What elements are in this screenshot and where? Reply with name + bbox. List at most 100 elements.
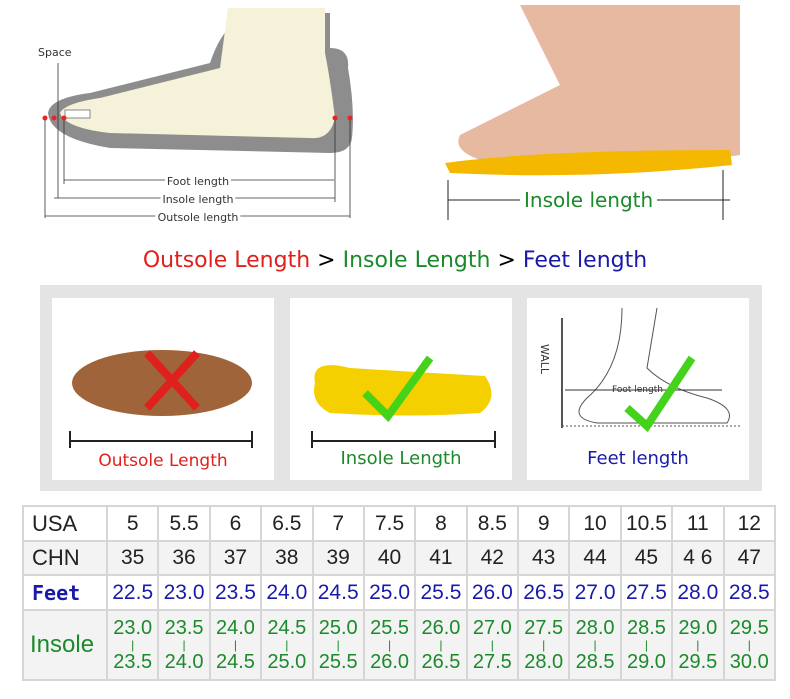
- insole-min: 28.0: [575, 617, 615, 639]
- table-cell: 5.5: [157, 505, 211, 542]
- insole-range-cell: 28.0 | 28.5: [568, 609, 622, 681]
- insole-min: 23.0: [113, 617, 153, 639]
- range-divider: |: [285, 638, 289, 652]
- insole-max: 27.5: [472, 651, 512, 673]
- table-cell: 6: [208, 505, 263, 542]
- insole-max: 25.5: [318, 651, 358, 673]
- shoe-sole-illustration: [69, 350, 253, 451]
- range-divider: |: [388, 638, 392, 652]
- table-cell: 26.5: [516, 574, 571, 611]
- insole-min: 23.5: [164, 617, 204, 639]
- table-cell: 24.0: [260, 574, 314, 611]
- table-cell: 23.0: [157, 574, 211, 611]
- outsole-length-label: Outsole length: [158, 211, 239, 224]
- shoe-cross-section-diagram: Space Foot length Insole length Outsole …: [38, 8, 353, 227]
- insole-max: 24.0: [164, 651, 204, 673]
- row-chn: CHN 35 36 37 38 39 40 41 42 43 44 45 4 6 47: [22, 540, 776, 576]
- table-cell: 9: [516, 505, 571, 542]
- insole-min: 24.5: [267, 617, 307, 639]
- table-cell: 39: [311, 540, 365, 576]
- row-header: CHN: [22, 540, 108, 576]
- table-cell: 28.0: [671, 574, 725, 611]
- table-cell: 28.5: [722, 574, 776, 611]
- table-cell: 4 6: [671, 540, 725, 576]
- row-header: Feet: [22, 574, 108, 611]
- table-cell: 36: [157, 540, 211, 576]
- insole-max: 28.0: [524, 651, 564, 673]
- insole-length-text: Insole Length: [342, 248, 491, 273]
- panel-feet: WALL Foot length Feet length: [527, 298, 749, 480]
- insole-range-cell: 29.0 | 29.5: [671, 609, 725, 681]
- insole-min: 27.5: [524, 617, 564, 639]
- table-cell: 40: [362, 540, 417, 576]
- insole-min: 27.0: [472, 617, 512, 639]
- insole-min: 29.0: [678, 617, 718, 639]
- table-cell: 10.5: [619, 505, 674, 542]
- insole-max: 28.5: [575, 651, 615, 673]
- table-cell: 42: [465, 540, 520, 576]
- range-divider: |: [747, 638, 751, 652]
- panel-label: Feet length: [587, 448, 689, 469]
- range-divider: |: [439, 638, 443, 652]
- insole-max: 30.0: [729, 651, 769, 673]
- insole-range-cell: 24.0 | 24.5: [208, 609, 263, 681]
- table-cell: 6.5: [260, 505, 314, 542]
- insole-min: 29.5: [729, 617, 769, 639]
- insole-min: 24.0: [215, 617, 255, 639]
- insole-max: 24.5: [215, 651, 255, 673]
- table-cell: 11: [671, 505, 725, 542]
- table-cell: 23.5: [208, 574, 263, 611]
- table-cell: 12: [722, 505, 776, 542]
- range-divider: |: [336, 638, 340, 652]
- outsole-length-text: Outsole Length: [142, 248, 311, 273]
- table-cell: 25.5: [414, 574, 468, 611]
- table-cell: 41: [414, 540, 468, 576]
- table-cell: 47: [722, 540, 776, 576]
- table-cell: 7: [311, 505, 365, 542]
- row-header: USA: [22, 505, 108, 542]
- feet-length-text: Feet length: [522, 248, 648, 273]
- space-label: Space: [38, 46, 72, 59]
- foot-against-wall-illustration: WALL Foot length: [538, 307, 742, 433]
- insole-range-cell: 23.0 | 23.5: [105, 609, 160, 681]
- foot-length-label: Foot length: [167, 175, 229, 188]
- table-cell: 44: [568, 540, 622, 576]
- range-divider: |: [696, 638, 700, 652]
- insole-min: 25.5: [370, 617, 410, 639]
- insole-length-label: Insole length: [162, 193, 233, 206]
- insole-range-cell: 26.0 | 26.5: [414, 609, 468, 681]
- insole-min: 25.0: [318, 617, 358, 639]
- table-cell: 26.0: [465, 574, 520, 611]
- insole-illustration: [311, 355, 496, 451]
- insole-range-cell: 25.0 | 25.5: [311, 609, 365, 681]
- length-comparison-headline: Outsole Length > Insole Length > Feet le…: [0, 248, 790, 273]
- table-cell: 8.5: [465, 505, 520, 542]
- table-cell: 35: [105, 540, 160, 576]
- table-cell: 37: [208, 540, 263, 576]
- table-cell: 25.0: [362, 574, 417, 611]
- insole-max: 25.0: [267, 651, 307, 673]
- row-feet: Feet 22.5 23.0 23.5 24.0 24.5 25.0 25.5 26.0 26.5…: [22, 574, 776, 611]
- table-cell: 7.5: [362, 505, 417, 542]
- insole-max: 29.5: [678, 651, 718, 673]
- insole-range-cell: 23.5 | 24.0: [157, 609, 211, 681]
- range-divider: |: [233, 638, 237, 652]
- insole-max: 26.5: [421, 651, 461, 673]
- foot-insole-illustration: [445, 5, 740, 220]
- insole-min: 28.5: [626, 617, 666, 639]
- range-divider: |: [542, 638, 546, 652]
- green-check-icon: [624, 355, 696, 433]
- row-insole: Insole 23.0 | 23.5 23.5 | 24.0 24.0 | 24.5 24.5 | 25…: [22, 609, 776, 681]
- table-cell: 38: [260, 540, 314, 576]
- table-cell: 24.5: [311, 574, 365, 611]
- insole-length-label: Insole length: [520, 188, 658, 212]
- foot-on-insole-photo: Insole length: [440, 5, 740, 225]
- range-divider: |: [182, 638, 186, 652]
- panel-insole: Insole Length: [290, 298, 512, 480]
- table-cell: 45: [619, 540, 674, 576]
- insole-range-cell: 28.5 | 29.0: [619, 609, 674, 681]
- green-check-icon: [362, 355, 434, 423]
- wall-label: WALL: [538, 344, 551, 375]
- insole-range-cell: 24.5 | 25.0: [260, 609, 314, 681]
- foot-length-label: Foot length: [612, 385, 663, 395]
